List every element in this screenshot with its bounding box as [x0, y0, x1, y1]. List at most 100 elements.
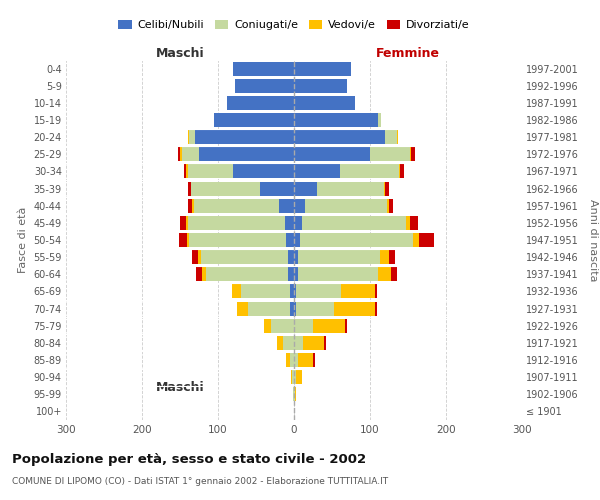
- Bar: [340, 164, 399, 178]
- Bar: [345, 318, 347, 332]
- Bar: [385, 130, 397, 144]
- Bar: [188, 198, 192, 212]
- Bar: [377, 268, 391, 281]
- Bar: [189, 233, 286, 247]
- Bar: [376, 302, 377, 316]
- Bar: [260, 182, 294, 196]
- Bar: [383, 182, 385, 196]
- Bar: [325, 336, 326, 350]
- Bar: [290, 302, 294, 316]
- Bar: [198, 250, 200, 264]
- Bar: [388, 198, 389, 212]
- Bar: [410, 216, 418, 230]
- Bar: [192, 250, 198, 264]
- Bar: [385, 182, 389, 196]
- Bar: [195, 130, 294, 144]
- Bar: [189, 130, 195, 144]
- Bar: [285, 216, 294, 230]
- Bar: [294, 130, 385, 144]
- Bar: [293, 388, 294, 402]
- Bar: [286, 353, 290, 367]
- Bar: [294, 78, 347, 92]
- Bar: [298, 268, 377, 281]
- Bar: [290, 284, 294, 298]
- Bar: [288, 250, 294, 264]
- Bar: [188, 164, 233, 178]
- Bar: [294, 370, 296, 384]
- Bar: [317, 182, 383, 196]
- Bar: [194, 198, 279, 212]
- Bar: [199, 148, 294, 162]
- Bar: [391, 268, 397, 281]
- Text: Femmine: Femmine: [376, 47, 440, 60]
- Bar: [179, 233, 187, 247]
- Bar: [300, 233, 413, 247]
- Bar: [380, 250, 389, 264]
- Bar: [283, 336, 294, 350]
- Text: Maschi: Maschi: [155, 47, 205, 60]
- Bar: [389, 250, 395, 264]
- Bar: [180, 148, 182, 162]
- Legend: Celibi/Nubili, Coniugati/e, Vedovi/e, Divorziati/e: Celibi/Nubili, Coniugati/e, Vedovi/e, Di…: [114, 15, 474, 34]
- Bar: [399, 164, 400, 178]
- Bar: [200, 250, 288, 264]
- Bar: [233, 164, 294, 178]
- Bar: [271, 318, 294, 332]
- Text: Maschi: Maschi: [155, 381, 205, 394]
- Bar: [294, 164, 340, 178]
- Bar: [188, 130, 189, 144]
- Bar: [186, 216, 188, 230]
- Bar: [298, 250, 380, 264]
- Bar: [294, 216, 302, 230]
- Bar: [232, 284, 241, 298]
- Bar: [191, 182, 260, 196]
- Bar: [202, 268, 206, 281]
- Bar: [188, 216, 285, 230]
- Bar: [294, 233, 300, 247]
- Bar: [294, 113, 377, 127]
- Bar: [334, 302, 376, 316]
- Bar: [376, 284, 377, 298]
- Bar: [302, 216, 406, 230]
- Bar: [233, 62, 294, 76]
- Bar: [206, 268, 288, 281]
- Bar: [286, 233, 294, 247]
- Bar: [294, 96, 355, 110]
- Bar: [294, 62, 351, 76]
- Bar: [411, 148, 415, 162]
- Bar: [295, 388, 296, 402]
- Bar: [296, 284, 341, 298]
- Bar: [377, 113, 382, 127]
- Bar: [294, 268, 298, 281]
- Bar: [294, 250, 298, 264]
- Text: Popolazione per età, sesso e stato civile - 2002: Popolazione per età, sesso e stato civil…: [12, 452, 366, 466]
- Bar: [370, 148, 410, 162]
- Bar: [294, 182, 317, 196]
- Bar: [291, 370, 292, 384]
- Bar: [313, 353, 314, 367]
- Bar: [341, 284, 376, 298]
- Bar: [178, 148, 180, 162]
- Bar: [182, 148, 199, 162]
- Bar: [180, 216, 186, 230]
- Bar: [296, 370, 302, 384]
- Bar: [277, 336, 283, 350]
- Bar: [186, 164, 188, 178]
- Bar: [294, 336, 303, 350]
- Bar: [294, 148, 370, 162]
- Bar: [248, 302, 290, 316]
- Y-axis label: Fasce di età: Fasce di età: [18, 207, 28, 273]
- Bar: [187, 233, 189, 247]
- Bar: [305, 198, 388, 212]
- Bar: [294, 198, 305, 212]
- Bar: [188, 182, 191, 196]
- Bar: [288, 268, 294, 281]
- Bar: [241, 284, 290, 298]
- Bar: [214, 113, 294, 127]
- Bar: [235, 78, 294, 92]
- Bar: [290, 353, 294, 367]
- Bar: [397, 130, 398, 144]
- Text: COMUNE DI LIPOMO (CO) - Dati ISTAT 1° gennaio 2002 - Elaborazione TUTTITALIA.IT: COMUNE DI LIPOMO (CO) - Dati ISTAT 1° ge…: [12, 478, 388, 486]
- Bar: [294, 284, 296, 298]
- Bar: [406, 216, 410, 230]
